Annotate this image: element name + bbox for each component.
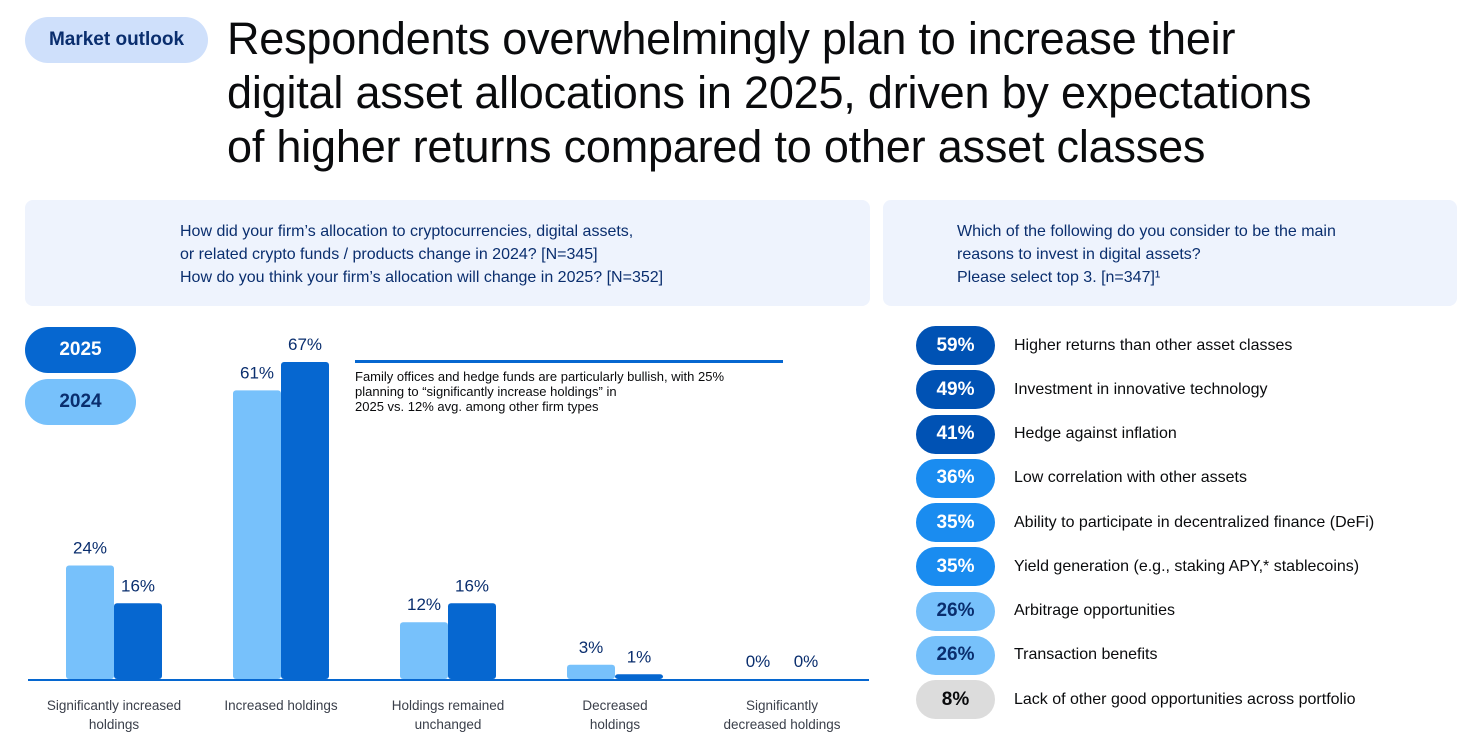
title-line: of higher returns compared to other asse… <box>227 121 1206 172</box>
reason-percent-pill: 26% <box>916 591 995 631</box>
reason-row: 26% Transaction benefits <box>916 635 1436 675</box>
reason-row: 41% Hedge against inflation <box>916 414 1436 454</box>
reason-label: Ability to participate in decentralized … <box>1014 513 1375 531</box>
reason-label: Arbitrage opportunities <box>1014 602 1175 619</box>
bar-value-label: 67% <box>288 335 322 354</box>
reason-row: 35% Yield generation (e.g., staking APY,*… <box>916 547 1436 587</box>
reason-row: 36% Low correlation with other assets <box>916 458 1436 498</box>
reasons-question-panel: Which of the following do you consider t… <box>883 200 1457 306</box>
annotation-line: planning to “significantly increase hold… <box>355 384 617 399</box>
legend-2024: 2024 <box>25 379 136 425</box>
bar-2025 <box>448 603 496 679</box>
reason-label: Investment in innovative technology <box>1014 380 1268 398</box>
title-line: digital asset allocations in 2025, drive… <box>227 67 1312 118</box>
reason-label: Lack of other good opportunities across … <box>1014 690 1356 708</box>
reason-row: 49% Investment in innovative technology <box>916 370 1436 410</box>
reason-row: 26% Arbitrage opportunities <box>916 591 1436 631</box>
question-line: How do you think your firm’s allocation … <box>180 269 664 286</box>
reason-percent-pill: 41% <box>916 414 995 454</box>
category-label: decreased holdings <box>723 717 840 732</box>
bar-2025 <box>281 362 329 679</box>
reason-percent-pill: 59% <box>916 326 995 365</box>
reason-label: Low correlation with other assets <box>1014 469 1247 487</box>
reason-row: 59% Higher returns than other asset class… <box>916 326 1436 365</box>
bar-value-label: 1% <box>627 647 652 666</box>
question-line: or related crypto funds / products chang… <box>180 246 598 263</box>
reason-row: 35% Ability to participate in decentraliz… <box>916 503 1436 542</box>
question-line: How did your firm’s allocation to crypto… <box>180 223 634 240</box>
question-line: Which of the following do you consider t… <box>957 223 1336 240</box>
reason-percent-pill: 26% <box>916 635 995 675</box>
bar-value-label: 12% <box>407 595 441 614</box>
reason-label: Higher returns than other asset classes <box>1014 336 1293 354</box>
bullish-annotation: Family offices and hedge funds are parti… <box>355 360 783 414</box>
bar-value-label: 16% <box>455 576 489 595</box>
allocation-change-bar-chart: 24% 16% Significantly increased holdings 61%… <box>28 335 869 732</box>
bar-value-label: 16% <box>121 576 155 595</box>
reason-percent-pill: 35% <box>916 503 995 542</box>
allocation-question-panel: How did your firm’s allocation to crypto… <box>25 200 870 306</box>
reason-label: Yield generation (e.g., staking APY,* st… <box>1014 557 1360 575</box>
reason-percent-pill: 8% <box>916 680 995 719</box>
annotation-line: Family offices and hedge funds are parti… <box>355 369 725 384</box>
market-outlook-tag: Market outlook <box>25 17 208 63</box>
category-label: unchanged <box>415 717 482 732</box>
legend-2025: 2025 <box>25 327 136 373</box>
bar-value-label: 61% <box>240 363 274 382</box>
reason-percent-pill: 49% <box>916 370 995 410</box>
bar-2025 <box>615 674 663 679</box>
category-label: Significantly increased <box>47 698 181 713</box>
annotation-line: 2025 vs. 12% avg. among other firm types <box>355 399 599 414</box>
bar-value-label: 0% <box>794 652 819 671</box>
question-line: Please select top 3. [n=347]¹ <box>957 269 1161 286</box>
category-label: Significantly <box>746 698 818 713</box>
question-line: reasons to invest in digital assets? <box>957 246 1201 263</box>
category-label: Holdings remained <box>392 698 505 713</box>
page-title: Respondents overwhelmingly plan to incre… <box>227 12 1447 174</box>
category-label: Decreased <box>582 698 647 713</box>
bar-value-label: 24% <box>73 538 107 557</box>
title-line: Respondents overwhelmingly plan to incre… <box>227 13 1236 64</box>
bar-value-label: 3% <box>579 638 604 657</box>
bar-2024 <box>233 390 281 679</box>
category-label: holdings <box>590 717 641 732</box>
category-label: Increased holdings <box>224 698 338 713</box>
category-label: holdings <box>89 717 140 732</box>
bar-2024 <box>66 565 114 679</box>
bar-2024 <box>400 622 448 679</box>
reason-percent-pill: 36% <box>916 458 995 498</box>
reason-row: 8% Lack of other good opportunities acros… <box>916 680 1436 719</box>
bar-2024 <box>567 664 615 679</box>
reason-label: Transaction benefits <box>1014 646 1158 664</box>
bar-2025 <box>114 603 162 679</box>
reason-percent-pill: 35% <box>916 547 995 587</box>
bar-value-label: 0% <box>746 652 771 671</box>
reason-label: Hedge against inflation <box>1014 425 1177 442</box>
